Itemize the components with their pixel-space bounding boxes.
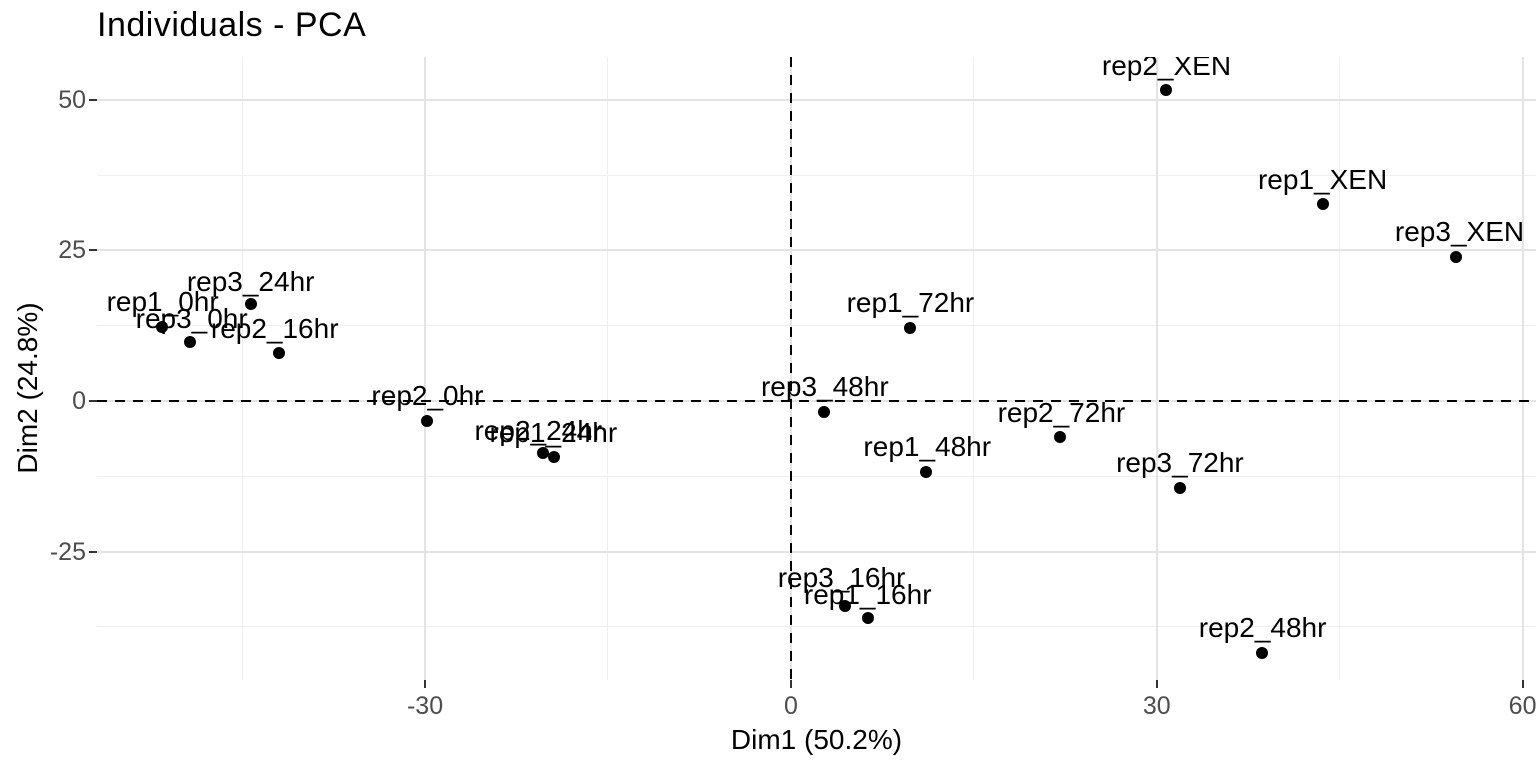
x-axis-title: Dim1 (50.2%)	[730, 724, 903, 755]
data-point	[1255, 647, 1268, 660]
y-tick-label: 50	[58, 85, 86, 114]
data-point	[548, 451, 561, 464]
gridline-y-minor	[97, 325, 1536, 327]
y-tick-mark	[89, 400, 97, 403]
data-point-label: rep2_72hr	[997, 397, 1126, 429]
data-point	[1316, 198, 1329, 210]
y-tick-mark	[89, 249, 97, 252]
data-point	[1054, 431, 1067, 444]
data-point-label: rep2_24hr	[474, 415, 603, 447]
data-point-label: rep1_16hr	[803, 578, 932, 610]
y-tick-label: 0	[72, 387, 86, 416]
gridline-x-minor	[241, 57, 243, 680]
zero-line-vertical	[789, 57, 793, 680]
plot-panel: rep1_0hr rep2_0hr rep3_0hr rep1_16hr rep2_16…	[97, 57, 1536, 680]
gridline-y-major	[97, 550, 1536, 553]
gridline-y-minor	[97, 174, 1536, 176]
data-point-label: rep1_XEN	[1257, 164, 1388, 195]
gridline-x-major	[1521, 57, 1524, 680]
gridline-y-minor	[97, 626, 1536, 628]
gridline-x-minor	[1339, 57, 1341, 680]
gridline-x-major	[1155, 57, 1158, 680]
x-tick-mark	[789, 680, 792, 688]
data-point-label: rep2_0hr	[371, 379, 484, 411]
data-point	[817, 405, 830, 418]
y-axis-title: Dim2 (24.8%)	[12, 302, 43, 474]
zero-line-horizontal	[97, 399, 1536, 403]
gridline-x-minor	[607, 57, 609, 680]
gridline-y-major	[97, 98, 1536, 101]
data-point	[244, 298, 257, 311]
data-point	[1160, 83, 1173, 96]
data-point	[537, 446, 550, 459]
data-point-label: rep1_72hr	[846, 287, 975, 319]
x-tick-label: 60	[1508, 692, 1536, 720]
data-point	[421, 414, 434, 427]
y-tick-mark	[89, 98, 97, 101]
data-point	[1173, 482, 1186, 495]
data-point-label: rep1_24hr	[489, 416, 618, 448]
data-point	[272, 346, 285, 359]
x-tick-mark	[1521, 680, 1524, 688]
data-point-label: rep3_0hr	[135, 302, 248, 334]
y-tick-label: -25	[49, 537, 86, 566]
x-tick-label: -30	[406, 692, 444, 720]
x-tick-label: 30	[1142, 692, 1171, 720]
data-point	[861, 611, 874, 624]
data-point	[920, 466, 933, 479]
gridline-x-minor	[973, 57, 975, 680]
x-tick-label: 0	[783, 692, 798, 720]
data-point	[183, 335, 196, 348]
data-point-label: rep2_48hr	[1198, 612, 1327, 644]
data-point-label: rep3_16hr	[777, 562, 906, 594]
x-tick-mark	[424, 680, 427, 688]
y-tick-mark	[89, 550, 97, 553]
data-point-label: rep2_XEN	[1101, 57, 1232, 81]
data-point-label: rep3_XEN	[1394, 216, 1525, 248]
data-point	[155, 320, 168, 333]
data-point-label: rep1_48hr	[863, 431, 992, 463]
plot-title: Individuals - PCA	[97, 6, 367, 44]
gridline-y-minor	[97, 475, 1536, 477]
data-point-label: rep3_48hr	[760, 370, 889, 402]
data-point-label: rep3_72hr	[1116, 447, 1244, 479]
data-point	[838, 600, 851, 613]
data-point-label: rep2_16hr	[210, 312, 339, 344]
data-point	[904, 322, 917, 335]
y-tick-label: 25	[58, 236, 86, 265]
gridline-x-major	[424, 57, 427, 680]
data-point-label: rep3_24hr	[186, 266, 315, 298]
data-point	[1449, 251, 1462, 264]
x-tick-mark	[1155, 680, 1158, 688]
gridline-y-major	[97, 249, 1536, 252]
data-point-label: rep1_0hr	[106, 285, 219, 317]
